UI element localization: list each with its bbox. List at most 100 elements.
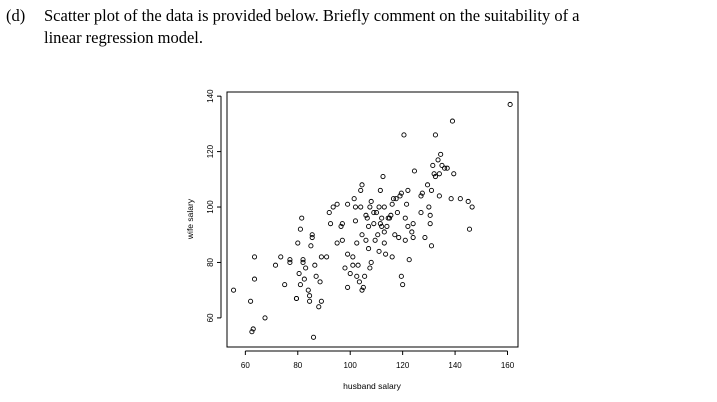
data-point xyxy=(405,187,411,193)
data-point xyxy=(360,284,366,290)
data-point xyxy=(428,187,435,193)
question-text: (d) Scatter plot of the data is provided … xyxy=(6,5,711,49)
data-points xyxy=(231,101,513,340)
data-point xyxy=(438,151,444,157)
data-point xyxy=(388,212,394,218)
data-point xyxy=(296,270,302,277)
data-point xyxy=(318,254,324,260)
y-tick-label: 80 xyxy=(206,257,215,266)
data-point xyxy=(282,282,288,288)
data-point xyxy=(367,265,373,271)
data-point xyxy=(405,223,411,229)
data-point xyxy=(507,101,513,108)
data-point xyxy=(309,234,315,241)
data-point xyxy=(324,254,330,260)
data-point xyxy=(386,215,393,221)
data-point xyxy=(409,229,415,235)
data-point xyxy=(371,221,377,227)
data-point xyxy=(307,298,313,304)
data-point xyxy=(427,212,433,218)
data-point xyxy=(373,210,379,216)
data-point xyxy=(303,265,309,271)
data-point xyxy=(363,212,369,218)
data-point xyxy=(356,279,362,285)
data-point xyxy=(384,223,390,229)
data-point xyxy=(368,259,374,266)
data-point xyxy=(396,234,402,241)
question-label: (d) xyxy=(6,6,26,25)
data-point xyxy=(350,254,356,260)
data-point xyxy=(334,240,340,246)
data-point xyxy=(359,182,365,188)
data-point xyxy=(299,215,305,221)
y-tick-label: 60 xyxy=(206,313,215,322)
data-point xyxy=(317,279,323,285)
data-point xyxy=(377,221,383,227)
data-point xyxy=(371,210,377,216)
data-point xyxy=(457,196,463,202)
data-point xyxy=(342,265,348,271)
data-point xyxy=(293,295,300,302)
data-point xyxy=(376,248,382,254)
data-point xyxy=(359,232,365,238)
data-point xyxy=(287,259,293,266)
y-tick-label: 120 xyxy=(206,144,215,158)
data-point xyxy=(432,132,438,138)
data-point xyxy=(347,270,353,277)
data-point xyxy=(316,304,322,310)
data-point xyxy=(354,240,360,246)
data-point xyxy=(363,237,369,243)
data-point xyxy=(439,162,445,169)
data-point xyxy=(432,173,438,180)
data-point xyxy=(345,251,351,257)
data-point xyxy=(310,334,317,340)
data-point xyxy=(326,210,332,216)
y-tick-label: 100 xyxy=(206,200,215,214)
data-point xyxy=(305,287,311,293)
x-tick-label: 160 xyxy=(501,361,515,370)
data-point xyxy=(248,298,254,304)
data-point xyxy=(364,215,370,221)
data-point xyxy=(375,232,381,238)
x-tick-label: 140 xyxy=(448,361,462,370)
data-point xyxy=(278,254,284,260)
data-point xyxy=(436,171,442,177)
data-point xyxy=(272,262,279,268)
data-point xyxy=(431,171,437,177)
data-point xyxy=(262,315,268,321)
data-point xyxy=(398,273,404,279)
data-point xyxy=(367,204,373,210)
data-point xyxy=(442,165,448,171)
data-point xyxy=(418,193,424,199)
data-point xyxy=(287,257,293,263)
data-point xyxy=(379,223,385,229)
data-point xyxy=(394,210,400,216)
data-point xyxy=(351,196,357,202)
data-point xyxy=(410,221,416,227)
data-point xyxy=(448,196,454,202)
data-point xyxy=(366,223,372,229)
data-point xyxy=(308,243,314,249)
data-point xyxy=(295,240,301,246)
data-point xyxy=(426,204,432,210)
data-point xyxy=(389,201,395,207)
data-point xyxy=(383,251,389,257)
data-point xyxy=(469,204,475,210)
data-point xyxy=(419,190,425,196)
data-point xyxy=(352,204,359,210)
y-tick-label: 140 xyxy=(206,89,215,103)
data-point xyxy=(380,173,386,180)
data-point xyxy=(393,196,399,202)
data-point xyxy=(397,193,403,199)
data-point xyxy=(313,273,319,279)
data-point xyxy=(358,204,364,210)
data-point xyxy=(352,218,359,224)
data-point xyxy=(425,182,431,188)
data-point xyxy=(300,257,306,263)
data-point xyxy=(377,187,383,193)
data-point xyxy=(410,234,416,241)
data-point xyxy=(354,273,360,279)
data-point xyxy=(330,204,336,210)
data-point xyxy=(398,190,404,196)
